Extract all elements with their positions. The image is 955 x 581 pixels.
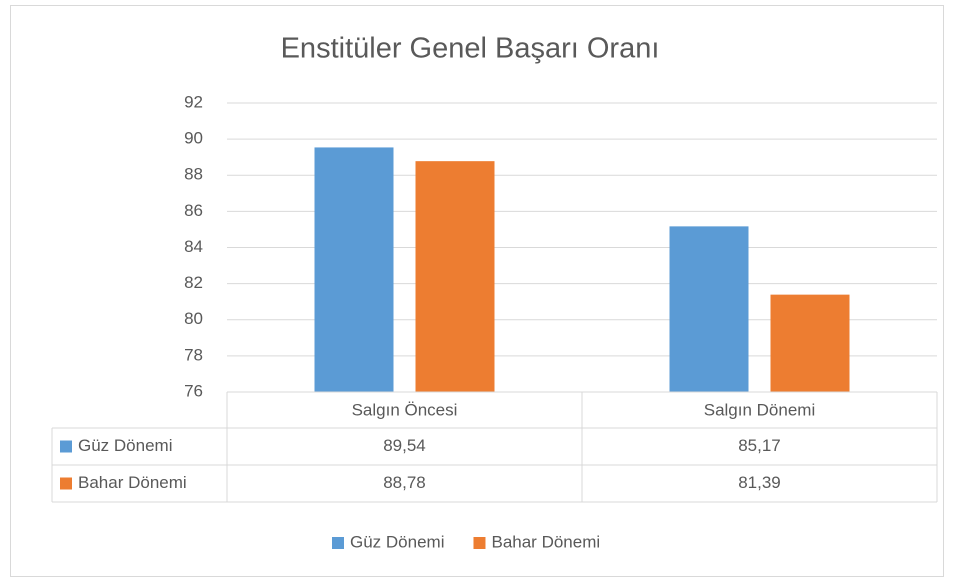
y-tick-label: 82 [184,273,203,292]
table-value: 85,17 [738,436,781,455]
table-legend-key [60,440,72,453]
table-row-label: Güz Dönemi [78,436,172,455]
legend-label: Güz Dönemi [350,532,444,551]
table-value: 81,39 [738,473,781,492]
y-tick-label: 88 [184,165,203,184]
table-legend-key [60,477,72,490]
x-tick-label: Salgın Dönemi [704,400,816,419]
table-value: 89,54 [383,436,426,455]
table-value: 88,78 [383,473,426,492]
y-tick-label: 92 [184,92,203,111]
bar [314,147,394,392]
bar [415,161,495,392]
legend-key [332,537,344,549]
table-row-label: Bahar Dönemi [78,473,187,492]
y-tick-label: 76 [184,381,203,400]
bar [770,294,850,392]
legend-key [473,537,486,549]
y-tick-label: 80 [184,309,203,328]
y-tick-label: 86 [184,201,203,220]
legend-label: Bahar Dönemi [491,532,600,551]
chart-title: Enstitüler Genel Başarı Oranı [281,33,660,65]
bar [669,226,749,392]
y-tick-label: 90 [184,129,203,148]
y-tick-label: 84 [184,237,203,256]
x-tick-label: Salgın Öncesi [352,400,458,419]
y-tick-label: 78 [184,345,203,364]
